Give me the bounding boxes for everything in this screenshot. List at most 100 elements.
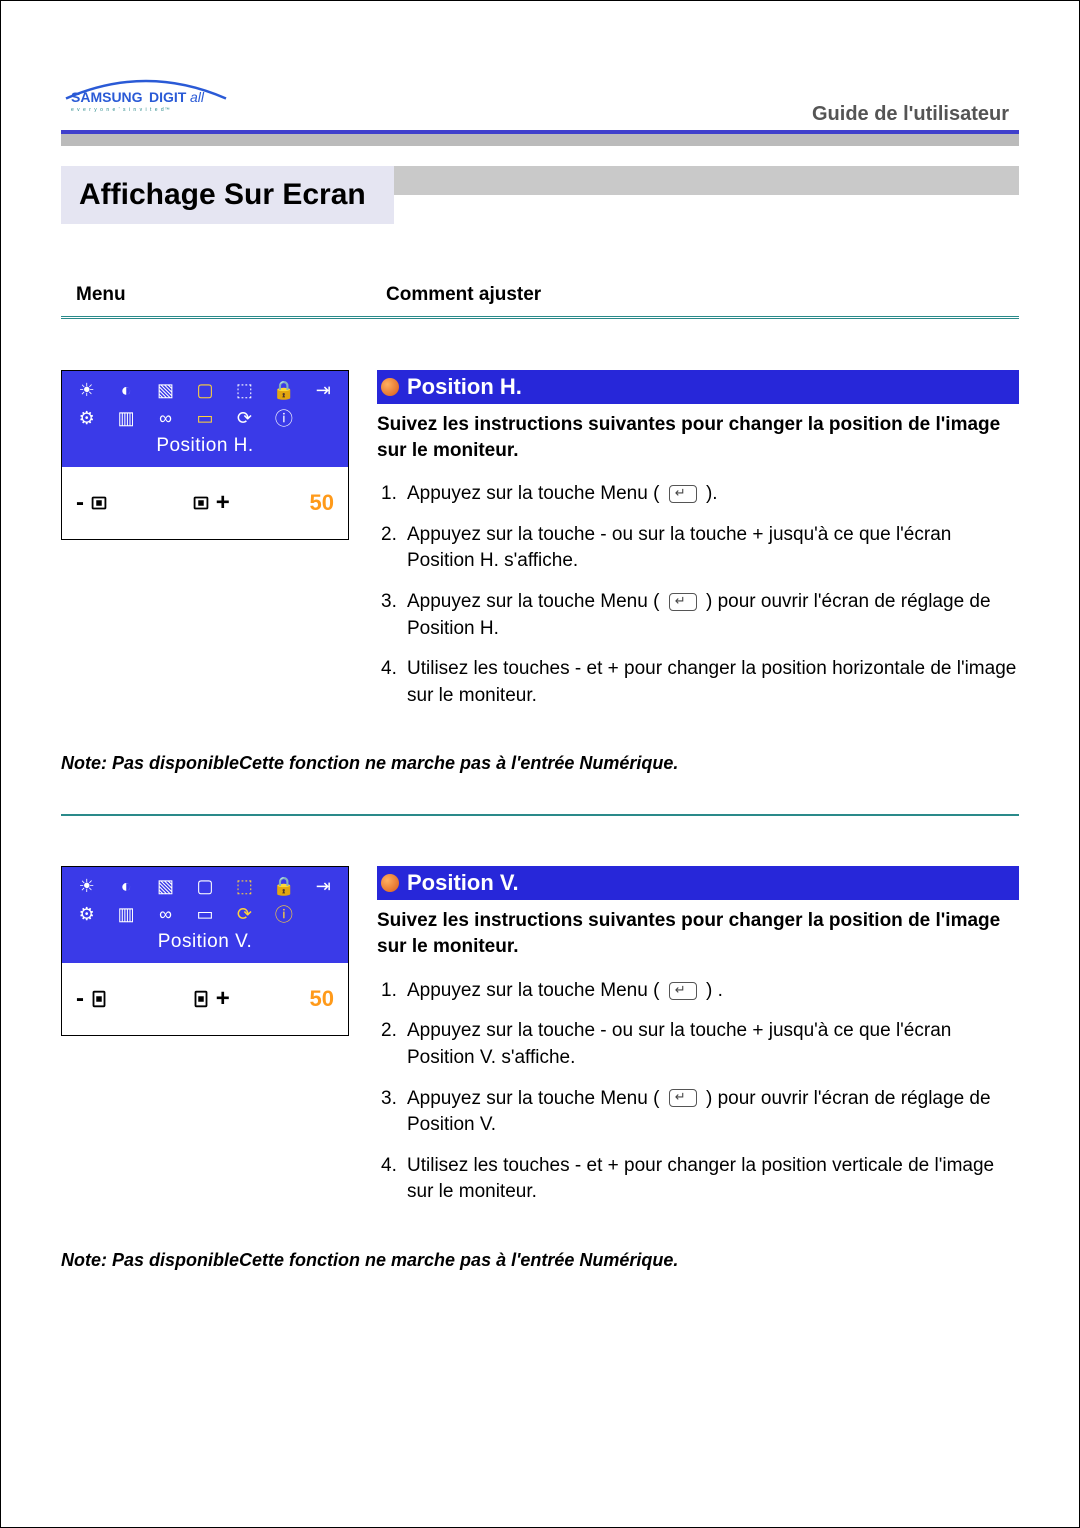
osd-icon: ⬚ — [228, 379, 261, 401]
osd-icon: ▢ — [188, 875, 221, 897]
section-note: Note: Pas disponibleCette fonction ne ma… — [61, 1250, 1019, 1271]
osd-icon: ▭ — [188, 903, 221, 925]
step-number: 4. — [381, 656, 407, 709]
step-text-before: Appuyez sur la touche Menu ( — [407, 1088, 659, 1109]
osd-plus: + — [190, 489, 230, 517]
position-v-icon — [190, 988, 212, 1010]
osd-icon: ⇥ — [307, 379, 340, 401]
step-text: Utilisez les touches - et + pour changer… — [407, 656, 1019, 709]
osd-icon — [307, 903, 340, 925]
steps-list: 1. Appuyez sur la touche Menu ( ) . 2. A… — [377, 978, 1019, 1206]
osd-icon-selected: ⬚ — [228, 875, 261, 897]
osd-panel: ☀ ◐ ▧ ▢ ⬚ 🔒 ⇥ ⚙ ▥ ∞ ▭ ⟳ ⓘ — [61, 370, 349, 540]
osd-icon-grid: ☀ ◐ ▧ ▢ ⬚ 🔒 ⇥ ⚙ ▥ ∞ ▭ ⟳ ⓘ — [70, 379, 340, 429]
osd-icon: ▭ — [188, 407, 221, 429]
minus-sign: - — [76, 489, 84, 517]
osd-icon: ⚙ — [70, 407, 103, 429]
step-item: 2. Appuyez sur la touche - ou sur la tou… — [381, 1018, 1019, 1071]
section-subhead: Suivez les instructions suivantes pour c… — [377, 412, 1019, 463]
section-title: Position H. — [407, 374, 522, 400]
osd-top-area: ☀ ◐ ▧ ▢ ⬚ 🔒 ⇥ ⚙ ▥ ∞ ▭ ⟳ ⓘ — [62, 867, 348, 963]
section-title: Position V. — [407, 870, 519, 896]
header-row: SAMSUNG DIGIT all e v e r y o n e ' s i … — [61, 71, 1019, 126]
section-title-bar: Position V. — [377, 866, 1019, 900]
osd-icon: ⓘ — [267, 903, 300, 925]
section-content: Position H. Suivez les instructions suiv… — [377, 370, 1019, 723]
menu-button-icon — [669, 1089, 697, 1107]
step-text-before: Appuyez sur la touche Menu ( — [407, 591, 659, 612]
menu-button-icon — [669, 982, 697, 1000]
section-subhead: Suivez les instructions suivantes pour c… — [377, 908, 1019, 959]
step-text-after: ) . — [706, 980, 723, 1001]
step-text: Appuyez sur la touche Menu ( ). — [407, 481, 1019, 508]
step-text-after: ). — [706, 483, 718, 504]
bullet-icon — [381, 378, 399, 396]
section-position-h: ☀ ◐ ▧ ▢ ⬚ 🔒 ⇥ ⚙ ▥ ∞ ▭ ⟳ ⓘ — [61, 370, 1019, 723]
osd-icon: ∞ — [149, 903, 182, 925]
step-item: 1. Appuyez sur la touche Menu ( ). — [381, 481, 1019, 508]
osd-icon: ⇥ — [307, 875, 340, 897]
osd-icon: ⚙ — [70, 903, 103, 925]
step-item: 4. Utilisez les touches - et + pour chan… — [381, 1153, 1019, 1206]
title-band-gray — [394, 166, 1019, 195]
step-number: 1. — [381, 978, 407, 1005]
svg-text:DIGIT: DIGIT — [149, 89, 187, 105]
col-adjust-label: Comment ajuster — [386, 284, 541, 306]
osd-screenshot-h: ☀ ◐ ▧ ▢ ⬚ 🔒 ⇥ ⚙ ▥ ∞ ▭ ⟳ ⓘ — [61, 370, 349, 723]
position-v-icon — [88, 988, 110, 1010]
osd-icon: ▧ — [149, 875, 182, 897]
document-page: SAMSUNG DIGIT all e v e r y o n e ' s i … — [0, 0, 1080, 1528]
page-title: Affichage Sur Ecran — [61, 166, 394, 224]
title-band-white — [394, 195, 1019, 224]
title-band: Affichage Sur Ecran — [61, 166, 1019, 224]
step-number: 4. — [381, 1153, 407, 1206]
step-item: 4. Utilisez les touches - et + pour chan… — [381, 656, 1019, 709]
osd-icon-grid: ☀ ◐ ▧ ▢ ⬚ 🔒 ⇥ ⚙ ▥ ∞ ▭ ⟳ ⓘ — [70, 875, 340, 925]
minus-sign: - — [76, 985, 84, 1013]
osd-plus: + — [190, 985, 230, 1013]
step-text: Appuyez sur la touche - ou sur la touche… — [407, 1018, 1019, 1071]
osd-icon: ◐ — [109, 875, 142, 897]
osd-icon: ▧ — [149, 379, 182, 401]
step-text-before: Appuyez sur la touche Menu ( — [407, 980, 659, 1001]
osd-screenshot-v: ☀ ◐ ▧ ▢ ⬚ 🔒 ⇥ ⚙ ▥ ∞ ▭ ⟳ ⓘ — [61, 866, 349, 1219]
step-number: 3. — [381, 589, 407, 642]
osd-minus: - — [76, 489, 110, 517]
title-band-right — [394, 166, 1019, 224]
steps-list: 1. Appuyez sur la touche Menu ( ). 2. Ap… — [377, 481, 1019, 709]
section-content: Position V. Suivez les instructions suiv… — [377, 866, 1019, 1219]
step-number: 3. — [381, 1086, 407, 1139]
osd-icon: 🔒 — [267, 875, 300, 897]
osd-icon: ☀ — [70, 875, 103, 897]
plus-sign: + — [216, 489, 230, 517]
bullet-icon — [381, 874, 399, 892]
step-text: Utilisez les touches - et + pour changer… — [407, 1153, 1019, 1206]
step-item: 3. Appuyez sur la touche Menu ( ) pour o… — [381, 589, 1019, 642]
osd-value: 50 — [310, 490, 334, 516]
osd-bottom-area: - + 50 — [62, 467, 348, 539]
osd-top-area: ☀ ◐ ▧ ▢ ⬚ 🔒 ⇥ ⚙ ▥ ∞ ▭ ⟳ ⓘ — [62, 371, 348, 467]
step-item: 2. Appuyez sur la touche - ou sur la tou… — [381, 522, 1019, 575]
osd-icon — [307, 407, 340, 429]
osd-value: 50 — [310, 986, 334, 1012]
osd-icon: ⟳ — [228, 903, 261, 925]
osd-icon: ◐ — [109, 379, 142, 401]
osd-label: Position H. — [70, 435, 340, 457]
osd-icon: ☀ — [70, 379, 103, 401]
col-menu-label: Menu — [76, 284, 386, 306]
rule-teal-top — [61, 316, 1019, 320]
osd-icon: ⟳ — [228, 407, 261, 429]
rule-teal-mid — [61, 814, 1019, 816]
osd-icon: ⓘ — [267, 407, 300, 429]
position-h-icon — [190, 492, 212, 514]
step-number: 2. — [381, 522, 407, 575]
osd-icon-selected: ▢ — [188, 379, 221, 401]
brand-logo: SAMSUNG DIGIT all e v e r y o n e ' s i … — [61, 71, 231, 126]
osd-icon: 🔒 — [267, 379, 300, 401]
menu-button-icon — [669, 593, 697, 611]
step-number: 1. — [381, 481, 407, 508]
step-item: 1. Appuyez sur la touche Menu ( ) . — [381, 978, 1019, 1005]
svg-text:SAMSUNG: SAMSUNG — [71, 89, 143, 105]
svg-text:all: all — [190, 89, 205, 105]
step-number: 2. — [381, 1018, 407, 1071]
